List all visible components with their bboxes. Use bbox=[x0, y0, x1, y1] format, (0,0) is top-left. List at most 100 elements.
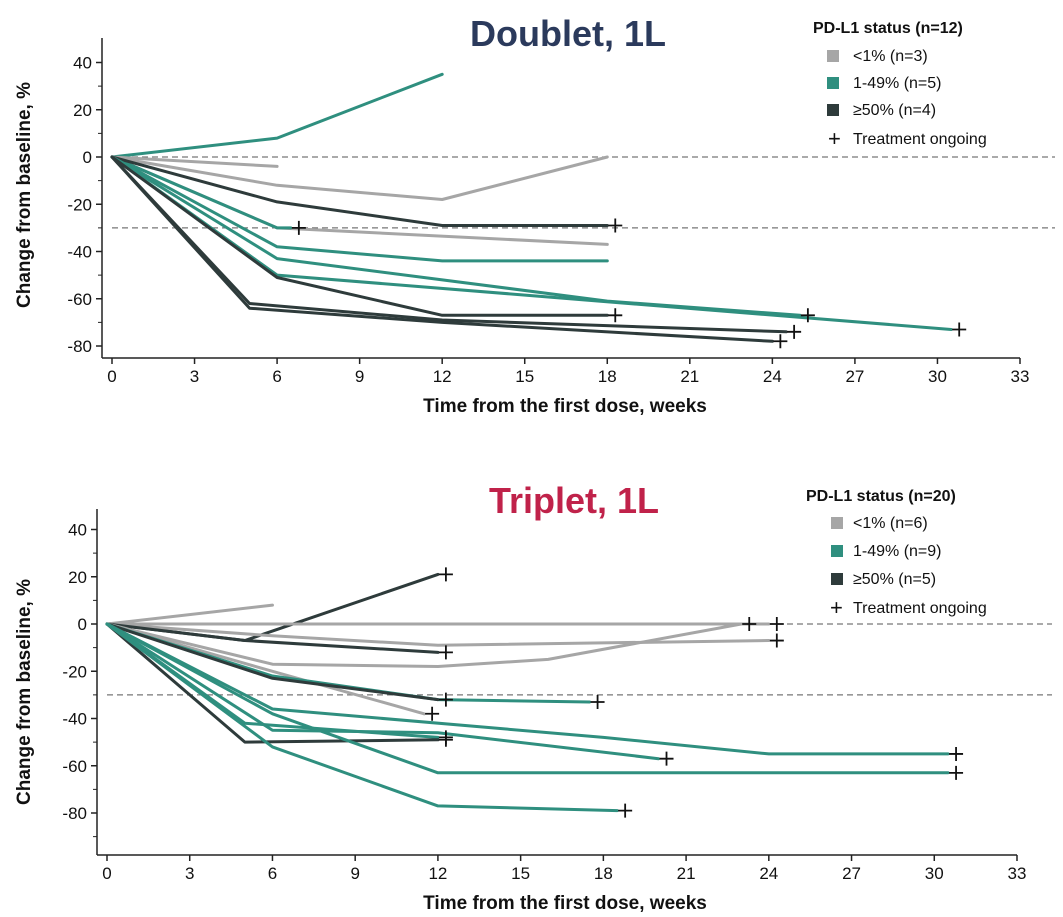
x-tick-label: 6 bbox=[268, 864, 277, 883]
y-tick-label: -80 bbox=[67, 337, 92, 356]
ongoing-marker bbox=[949, 765, 964, 780]
x-tick-label: 6 bbox=[272, 367, 281, 386]
x-tick-label: 9 bbox=[355, 367, 364, 386]
legend-swatch-lt1 bbox=[831, 517, 843, 529]
x-tick-label: 27 bbox=[842, 864, 861, 883]
triplet-panel: Triplet, 1L Change from baseline, % Time… bbox=[14, 480, 1052, 914]
ongoing-marker bbox=[769, 617, 784, 631]
y-tick-label: 20 bbox=[68, 568, 87, 587]
x-tick-label: 15 bbox=[511, 864, 530, 883]
doublet-y-axis-label: Change from baseline, % bbox=[14, 82, 35, 308]
series-line-lt1 bbox=[105, 603, 274, 626]
triplet-axes: -80 -60 -40 -20 0 20 40 0 3 6 9 12 15 18 21 24 27 30 33 bbox=[62, 509, 1026, 883]
y-tick-label: 0 bbox=[78, 615, 87, 634]
series-line-lt1 bbox=[105, 622, 743, 668]
series-line-high bbox=[110, 155, 774, 343]
series-line-high bbox=[105, 622, 440, 702]
y-tick-label: -20 bbox=[67, 195, 92, 214]
y-tick-label: 40 bbox=[73, 54, 92, 73]
triplet-y-axis-label: Change from baseline, % bbox=[14, 579, 35, 805]
series-line-mid bbox=[105, 622, 950, 775]
triplet-legend: PD-L1 status (n=20) <1% (n=6) 1-49% (n=9… bbox=[806, 488, 987, 620]
legend-plus-icon: + bbox=[830, 595, 843, 620]
y-tick-label: -40 bbox=[62, 710, 87, 729]
series-line-mid bbox=[110, 72, 444, 159]
series-line-high bbox=[110, 155, 609, 227]
triplet-title: Triplet, 1L bbox=[489, 480, 659, 521]
x-tick-label: 27 bbox=[845, 367, 864, 386]
x-tick-label: 9 bbox=[350, 864, 359, 883]
ongoing-marker bbox=[800, 308, 815, 323]
doublet-legend: PD-L1 status (n=12) <1% (n=3) 1-49% (n=5… bbox=[813, 20, 987, 151]
series-line-mid bbox=[105, 622, 619, 813]
ongoing-marker bbox=[438, 692, 453, 707]
doublet-panel: Doublet, 1L Change from baseline, % Time… bbox=[14, 13, 1055, 417]
doublet-reference-lines bbox=[112, 156, 1055, 229]
x-tick-label: 21 bbox=[677, 864, 696, 883]
y-tick-label: -60 bbox=[67, 290, 92, 309]
series-line-high bbox=[110, 155, 788, 334]
series-line-lt1 bbox=[105, 622, 771, 647]
legend-label-ongoing: Treatment ongoing bbox=[853, 131, 987, 148]
legend-label-mid: 1-49% (n=9) bbox=[853, 543, 942, 560]
series-line-lt1 bbox=[110, 155, 279, 168]
ongoing-marker bbox=[659, 751, 674, 766]
triplet-x-axis-label: Time from the first dose, weeks bbox=[423, 893, 707, 914]
legend-swatch-lt1 bbox=[827, 50, 839, 62]
series-line-mid bbox=[105, 622, 950, 756]
legend-label-lt1: <1% (n=3) bbox=[853, 48, 928, 65]
x-tick-label: 30 bbox=[928, 367, 947, 386]
y-tick-label: 20 bbox=[73, 101, 92, 120]
series-line-mid bbox=[110, 155, 293, 230]
ongoing-marker bbox=[949, 746, 964, 761]
y-tick-label: -80 bbox=[62, 804, 87, 823]
ongoing-marker bbox=[438, 567, 453, 582]
ongoing-marker bbox=[769, 633, 784, 648]
ongoing-marker bbox=[787, 324, 802, 339]
x-tick-label: 12 bbox=[428, 864, 447, 883]
series-line-high bbox=[105, 622, 440, 744]
ongoing-marker bbox=[773, 334, 788, 349]
legend-swatch-mid bbox=[831, 545, 843, 557]
x-tick-label: 24 bbox=[763, 367, 782, 386]
doublet-ongoing-markers bbox=[291, 218, 967, 349]
x-tick-label: 30 bbox=[925, 864, 944, 883]
legend-swatch-high bbox=[831, 573, 843, 585]
triplet-legend-title: PD-L1 status (n=20) bbox=[806, 488, 956, 505]
y-tick-label: 40 bbox=[68, 521, 87, 540]
ongoing-marker bbox=[608, 218, 623, 233]
ongoing-marker bbox=[742, 617, 757, 631]
y-tick-label: -20 bbox=[62, 662, 87, 681]
ongoing-marker bbox=[590, 694, 605, 709]
x-tick-label: 12 bbox=[433, 367, 452, 386]
doublet-legend-title: PD-L1 status (n=12) bbox=[813, 20, 963, 37]
legend-label-lt1: <1% (n=6) bbox=[853, 515, 928, 532]
ongoing-marker bbox=[438, 645, 453, 660]
legend-swatch-mid bbox=[827, 77, 839, 89]
ongoing-marker bbox=[608, 308, 623, 323]
y-tick-label: -40 bbox=[67, 243, 92, 262]
legend-plus-icon: + bbox=[828, 126, 841, 151]
x-tick-label: 18 bbox=[594, 864, 613, 883]
x-tick-label: 0 bbox=[107, 367, 116, 386]
x-tick-label: 24 bbox=[759, 864, 778, 883]
series-line-high bbox=[110, 155, 609, 317]
doublet-axes: -80 -60 -40 -20 0 20 40 0 3 6 9 12 15 18 21 24 27 30 33 bbox=[67, 38, 1029, 386]
doublet-title: Doublet, 1L bbox=[470, 13, 666, 54]
x-tick-label: 3 bbox=[185, 864, 194, 883]
x-tick-label: 0 bbox=[102, 864, 111, 883]
x-tick-label: 3 bbox=[190, 367, 199, 386]
series-line-lt1 bbox=[110, 155, 609, 201]
legend-label-high: ≥50% (n=4) bbox=[853, 102, 936, 119]
ongoing-marker bbox=[438, 732, 453, 747]
series-line-mid bbox=[110, 155, 609, 263]
doublet-x-axis-label: Time from the first dose, weeks bbox=[423, 396, 707, 417]
ongoing-marker bbox=[952, 322, 967, 337]
legend-label-high: ≥50% (n=5) bbox=[853, 571, 936, 588]
ongoing-marker bbox=[425, 706, 440, 721]
x-tick-label: 21 bbox=[680, 367, 699, 386]
x-tick-label: 33 bbox=[1011, 367, 1030, 386]
y-tick-label: 0 bbox=[83, 148, 92, 167]
legend-label-mid: 1-49% (n=5) bbox=[853, 75, 942, 92]
